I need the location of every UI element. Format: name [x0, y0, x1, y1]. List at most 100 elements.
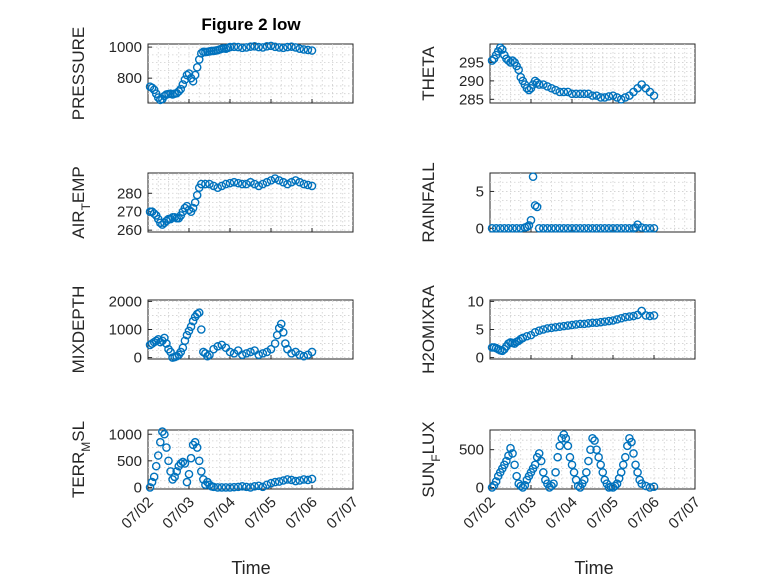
data-point: [270, 174, 280, 183]
data-point: [610, 481, 620, 491]
data-point: [266, 344, 276, 354]
data-point: [278, 43, 288, 53]
data-point: [303, 475, 313, 485]
data-point: [575, 224, 585, 233]
y-tick-label: 270: [117, 204, 142, 221]
data-point: [246, 483, 255, 492]
data-point: [500, 224, 509, 233]
data-point: [543, 324, 552, 333]
data-point: [580, 224, 589, 233]
y-tick-label: 800: [117, 70, 142, 87]
data-point: [559, 87, 569, 97]
data-point: [584, 456, 593, 466]
y-axis-label: PRESSURE: [69, 27, 88, 121]
data-point: [487, 56, 497, 65]
data-point: [563, 441, 573, 451]
data-point: [491, 477, 501, 486]
y-tick-label: 1000: [109, 426, 142, 443]
data-point: [547, 481, 556, 491]
data-point: [539, 80, 548, 89]
y-tick-label: 260: [117, 222, 142, 239]
data-point: [530, 460, 540, 470]
data-point: [551, 322, 560, 332]
data-point: [160, 429, 169, 439]
data-point: [491, 224, 501, 233]
data-point: [180, 336, 190, 346]
data-point: [276, 319, 286, 329]
data-point: [547, 83, 556, 93]
data-point: [530, 328, 540, 337]
data-point: [178, 80, 188, 89]
data-point: [565, 452, 575, 462]
data-point: [287, 349, 296, 358]
data-point: [254, 481, 264, 491]
panel-rainfall: 0 5 RAINFALL: [419, 162, 696, 243]
data-point: [649, 311, 659, 320]
panel-h2omixra: 0 5 10 H2OMIXRA: [419, 284, 696, 374]
y-tick-label: 2000: [109, 293, 142, 310]
y-axis-label: H2OMIXRA: [419, 284, 438, 373]
data-point: [278, 328, 288, 337]
data-point: [283, 179, 292, 189]
data-point: [522, 222, 532, 232]
data-point: [649, 91, 659, 100]
y-tick-label: 1000: [109, 39, 142, 56]
data-point: [567, 89, 577, 99]
data-point: [600, 93, 610, 102]
data-point: [233, 42, 243, 52]
data-point: [621, 93, 630, 102]
y-tick-label: 0: [476, 350, 484, 367]
data-point: [487, 224, 497, 233]
data-point: [571, 320, 581, 329]
data-point: [580, 319, 589, 329]
data-point: [194, 456, 204, 466]
data-point: [225, 42, 235, 52]
data-point: [203, 351, 212, 361]
data-point: [295, 177, 305, 187]
data-point: [559, 224, 569, 233]
data-point: [190, 70, 200, 80]
data-point: [616, 95, 626, 104]
data-point: [213, 483, 222, 492]
y-tick-label: 500: [117, 453, 142, 470]
data-point: [625, 312, 634, 321]
data-point: [539, 468, 548, 477]
data-point: [504, 451, 513, 461]
data-point: [270, 42, 280, 52]
data-point: [307, 46, 317, 55]
data-point: [612, 479, 622, 489]
data-point: [174, 87, 184, 96]
data-point: [172, 467, 181, 476]
data-point: [497, 45, 507, 54]
x-axis-label-right: Time: [574, 558, 613, 578]
data-point: [584, 89, 593, 99]
data-point: [600, 317, 610, 326]
data-point: [549, 479, 558, 489]
data-point: [149, 472, 159, 482]
data-point: [295, 476, 305, 485]
data-point: [588, 318, 597, 328]
data-point: [184, 69, 194, 78]
data-point: [270, 477, 280, 487]
data-point: [237, 482, 247, 491]
data-point: [645, 311, 655, 321]
data-point: [536, 456, 546, 466]
data-point: [506, 58, 515, 67]
data-point: [621, 452, 630, 462]
y-tick-label: 0: [134, 350, 142, 367]
data-point: [528, 172, 538, 181]
data-point: [584, 319, 593, 328]
data-point: [184, 469, 194, 479]
panel-mixdepth: 0 1000 2000 MIXDEPTH: [69, 286, 354, 373]
data-point: [281, 339, 290, 348]
data-point: [147, 477, 157, 487]
data-point: [184, 326, 194, 336]
data-point: [201, 179, 210, 189]
data-point: [254, 42, 264, 52]
data-point: [543, 82, 552, 91]
data-point: [151, 461, 161, 471]
data-point: [190, 437, 200, 447]
data-point: [266, 478, 276, 488]
